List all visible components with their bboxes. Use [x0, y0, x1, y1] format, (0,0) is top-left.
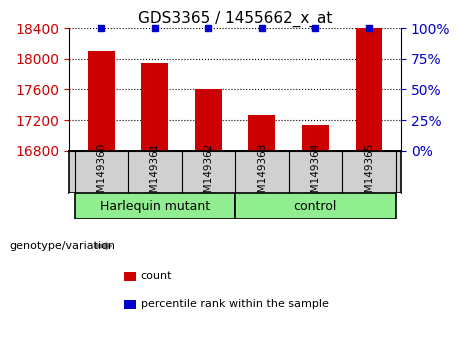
Bar: [142, 63, 168, 151]
Bar: [235, 193, 396, 219]
Bar: [302, 125, 329, 151]
Text: count: count: [141, 271, 172, 281]
Bar: [88, 51, 115, 151]
Text: genotype/variation: genotype/variation: [9, 241, 115, 251]
Title: GDS3365 / 1455662_x_at: GDS3365 / 1455662_x_at: [138, 11, 332, 27]
Text: control: control: [294, 200, 337, 213]
Bar: [195, 90, 222, 151]
Text: Harlequin mutant: Harlequin mutant: [100, 200, 210, 213]
Text: percentile rank within the sample: percentile rank within the sample: [141, 299, 329, 309]
Bar: [248, 115, 275, 151]
Bar: [355, 28, 382, 151]
Bar: [75, 193, 235, 219]
